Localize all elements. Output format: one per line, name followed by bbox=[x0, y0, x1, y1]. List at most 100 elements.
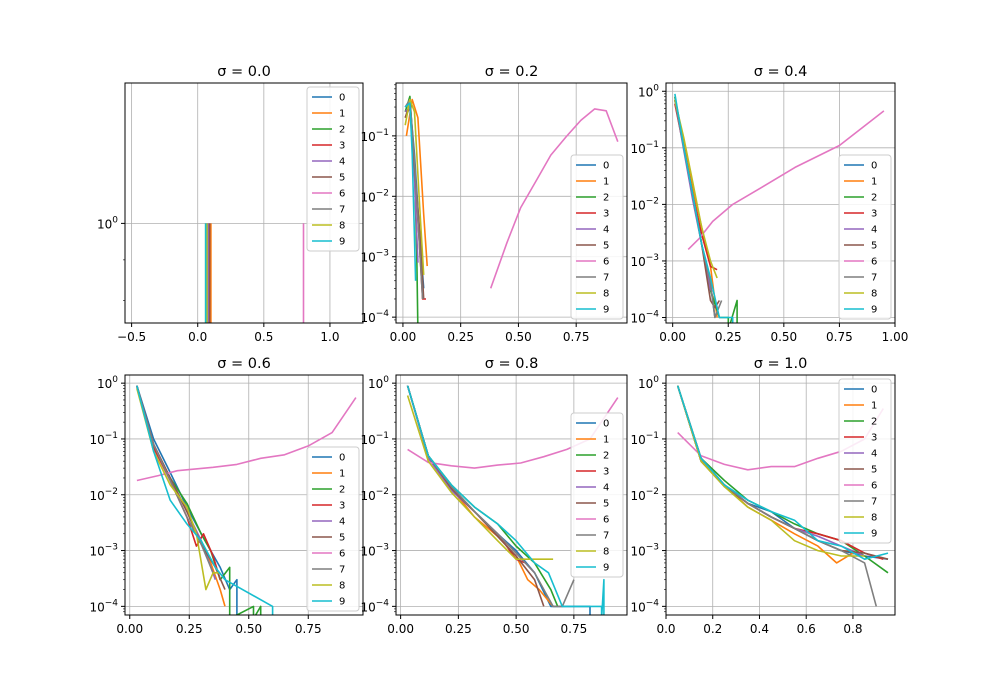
x-tick-label: 0.00 bbox=[387, 622, 414, 636]
x-tick-label: 0.6 bbox=[797, 622, 816, 636]
legend-label: 3 bbox=[871, 433, 877, 444]
legend-label: 5 bbox=[339, 533, 345, 544]
legend-label: 8 bbox=[339, 221, 345, 232]
legend: 0 1 2 3 4 5 6 7 8 9 bbox=[306, 446, 360, 612]
y-tick-label: 10−3 bbox=[89, 543, 118, 559]
x-tick-label: −0.5 bbox=[117, 330, 146, 344]
x-tick-label: 0.25 bbox=[715, 330, 742, 344]
legend: 0 1 2 3 4 5 6 7 8 9 bbox=[306, 86, 360, 252]
y-tick-label: 10−2 bbox=[89, 487, 118, 503]
series-line-8 bbox=[404, 98, 425, 275]
legend-label: 7 bbox=[339, 565, 345, 576]
y-tick-label: 10−2 bbox=[360, 487, 389, 503]
x-tick-label: 0.50 bbox=[235, 622, 262, 636]
x-tick-label: 0.75 bbox=[563, 330, 590, 344]
y-tick-label: 10−4 bbox=[360, 309, 389, 325]
x-tick-label: 0.00 bbox=[659, 330, 686, 344]
legend-label: 6 bbox=[871, 481, 877, 492]
subplot-1: 0.00 0.25 0.50 0.75 10−4 10−3 10−2 10−1 σ = 0.2 0… bbox=[360, 64, 628, 344]
legend-label: 3 bbox=[603, 467, 609, 478]
legend-label: 0 bbox=[603, 161, 609, 172]
subplot-title: σ = 1.0 bbox=[754, 356, 808, 372]
legend-label: 1 bbox=[871, 177, 877, 188]
series-group bbox=[404, 95, 619, 323]
legend-label: 0 bbox=[339, 93, 345, 104]
series-line-9 bbox=[406, 385, 605, 615]
x-tick-label: 0.25 bbox=[176, 622, 203, 636]
subplot-0: −0.5 0.0 0.5 1.0 100 σ = 0.0 0 1 2 3 4 5 6 7 8 9 bbox=[97, 64, 364, 344]
y-tick-label: 10−1 bbox=[360, 128, 389, 144]
y-tick-label: 100 bbox=[638, 375, 659, 391]
series-line-6 bbox=[489, 108, 619, 289]
legend-box bbox=[306, 446, 360, 612]
legend-label: 2 bbox=[603, 451, 609, 462]
legend-label: 1 bbox=[871, 401, 877, 412]
series-line-9 bbox=[136, 385, 274, 615]
legend-label: 9 bbox=[871, 529, 877, 540]
legend-label: 1 bbox=[603, 435, 609, 446]
legend-label: 5 bbox=[603, 499, 609, 510]
x-tick-label: 0.25 bbox=[447, 330, 474, 344]
legend-label: 7 bbox=[603, 531, 609, 542]
x-tick-label: 1.0 bbox=[320, 330, 339, 344]
series-line-9 bbox=[674, 93, 734, 323]
series-line-6 bbox=[136, 397, 357, 482]
legend-label: 8 bbox=[339, 581, 345, 592]
axes-frame bbox=[665, 82, 896, 324]
x-tick-label: 1.00 bbox=[882, 330, 909, 344]
legend-label: 3 bbox=[603, 209, 609, 220]
legend-label: 6 bbox=[603, 257, 609, 268]
legend-label: 0 bbox=[603, 419, 609, 430]
legend-label: 5 bbox=[603, 241, 609, 252]
legend-label: 4 bbox=[603, 225, 609, 236]
y-tick-label: 10−1 bbox=[360, 431, 389, 447]
y-tick-label: 100 bbox=[97, 375, 118, 391]
series-group bbox=[676, 385, 889, 607]
legend-label: 7 bbox=[603, 273, 609, 284]
legend-label: 2 bbox=[871, 417, 877, 428]
legend-label: 7 bbox=[871, 497, 877, 508]
legend-label: 5 bbox=[871, 465, 877, 476]
y-tick-label: 10−3 bbox=[630, 253, 659, 269]
legend-label: 8 bbox=[871, 289, 877, 300]
x-tick-label: 0.8 bbox=[843, 622, 862, 636]
legend-label: 7 bbox=[339, 205, 345, 216]
series-line-9 bbox=[676, 385, 889, 561]
x-tick-label: 0.0 bbox=[656, 622, 675, 636]
subplot-3: 0.00 0.25 0.50 0.75 10−4 10−3 10−2 10−1 100 σ = 0… bbox=[89, 356, 364, 636]
legend-box bbox=[838, 154, 892, 320]
x-tick-label: 0.0 bbox=[188, 330, 207, 344]
legend-label: 3 bbox=[339, 501, 345, 512]
legend-label: 2 bbox=[603, 193, 609, 204]
legend-label: 6 bbox=[871, 257, 877, 268]
legend-label: 3 bbox=[871, 209, 877, 220]
x-tick-label: 0.4 bbox=[750, 622, 769, 636]
y-tick-label: 100 bbox=[638, 83, 659, 99]
y-tick-label: 10−2 bbox=[630, 196, 659, 212]
legend-box bbox=[306, 86, 360, 252]
legend-label: 4 bbox=[871, 449, 877, 460]
y-tick-label: 10−1 bbox=[630, 140, 659, 156]
x-tick-label: 0.5 bbox=[254, 330, 273, 344]
legend-label: 0 bbox=[871, 385, 877, 396]
legend-label: 5 bbox=[339, 173, 345, 184]
legend-label: 9 bbox=[871, 305, 877, 316]
series-line-6 bbox=[687, 110, 885, 250]
x-tick-label: 0.50 bbox=[770, 330, 797, 344]
y-tick-label: 10−4 bbox=[89, 598, 118, 614]
legend-label: 8 bbox=[603, 547, 609, 558]
series-line-8 bbox=[674, 99, 718, 279]
subplot-title: σ = 0.6 bbox=[217, 356, 271, 372]
y-tick-label: 10−2 bbox=[630, 487, 659, 503]
legend: 0 1 2 3 4 5 6 7 8 9 bbox=[570, 154, 624, 320]
y-tick-label: 10−4 bbox=[360, 598, 389, 614]
legend-label: 1 bbox=[603, 177, 609, 188]
legend-label: 9 bbox=[603, 305, 609, 316]
legend-label: 9 bbox=[339, 237, 345, 248]
legend: 0 1 2 3 4 5 6 7 8 9 bbox=[838, 378, 892, 544]
legend-label: 4 bbox=[339, 517, 345, 528]
x-tick-label: 0.75 bbox=[826, 330, 853, 344]
legend-label: 6 bbox=[603, 515, 609, 526]
